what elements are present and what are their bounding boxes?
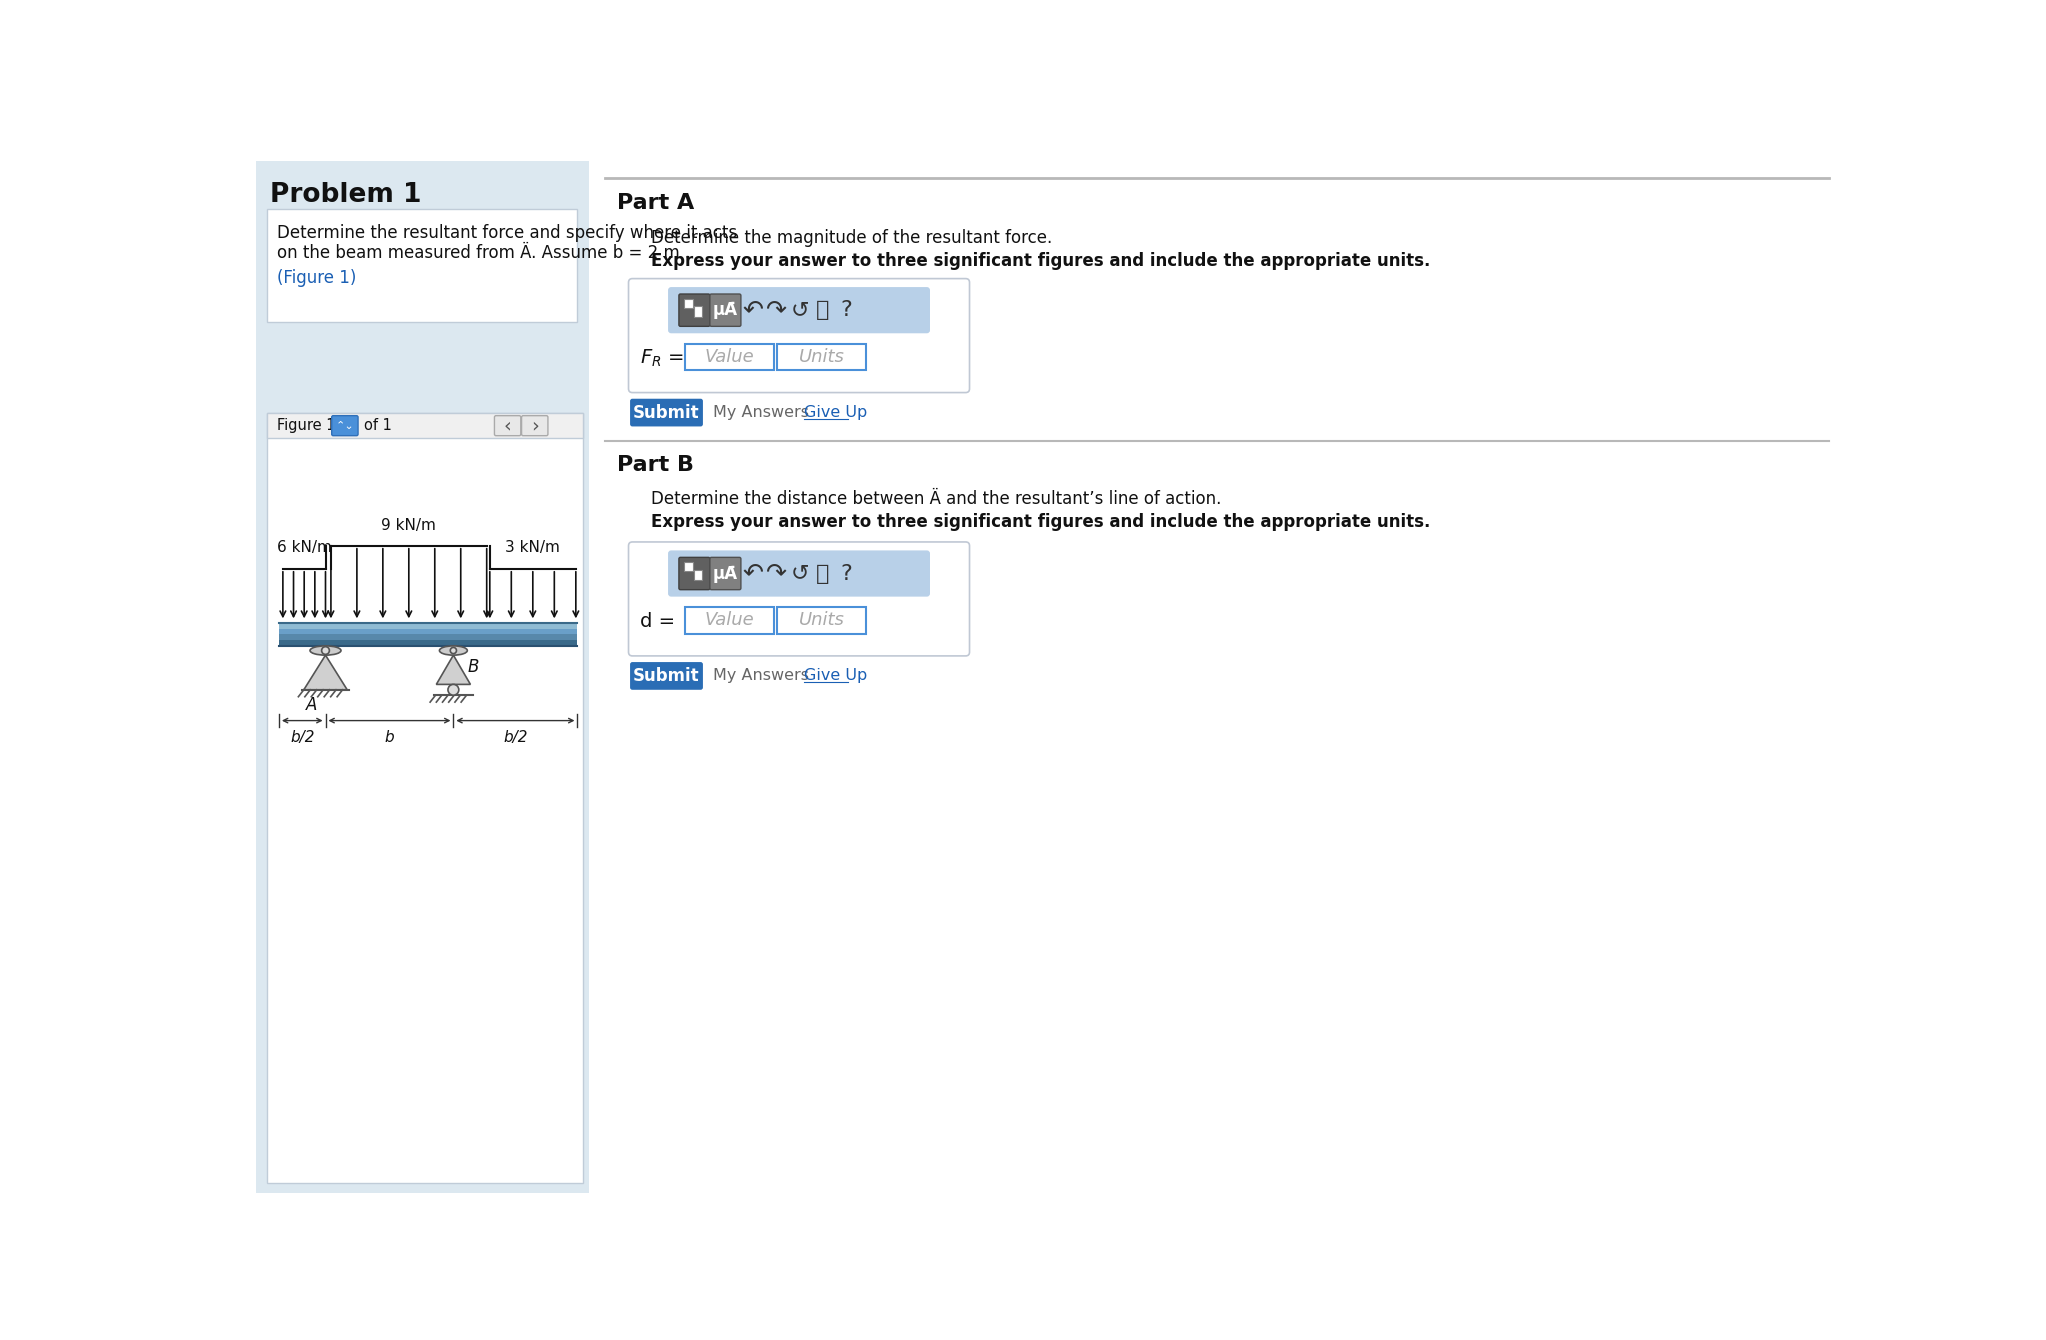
Text: d =: d = <box>640 612 675 631</box>
FancyBboxPatch shape <box>266 209 577 323</box>
Circle shape <box>448 685 458 695</box>
FancyBboxPatch shape <box>679 293 710 327</box>
Text: on the beam measured from Ä. Assume b = 2 m .: on the beam measured from Ä. Assume b = … <box>278 244 692 261</box>
FancyBboxPatch shape <box>710 293 741 327</box>
Text: Give Up: Give Up <box>804 405 868 419</box>
Text: Submit: Submit <box>632 403 700 422</box>
Text: ↶: ↶ <box>743 561 763 586</box>
Text: Determine the magnitude of the resultant force.: Determine the magnitude of the resultant… <box>651 229 1052 247</box>
Text: Units: Units <box>798 348 845 366</box>
Text: μȦ: μȦ <box>712 564 739 583</box>
FancyBboxPatch shape <box>630 399 704 426</box>
FancyBboxPatch shape <box>685 344 773 370</box>
Text: Part A: Part A <box>618 193 694 213</box>
FancyBboxPatch shape <box>710 557 741 590</box>
Ellipse shape <box>440 646 466 655</box>
Text: b: b <box>385 730 395 745</box>
Text: (Figure 1): (Figure 1) <box>278 268 356 287</box>
Text: Value: Value <box>704 611 755 630</box>
FancyBboxPatch shape <box>278 634 577 641</box>
Polygon shape <box>303 655 348 690</box>
Text: 9 kN/m: 9 kN/m <box>381 519 436 533</box>
FancyBboxPatch shape <box>683 299 694 308</box>
FancyBboxPatch shape <box>628 279 970 393</box>
FancyBboxPatch shape <box>669 287 931 334</box>
Text: 3 kN/m: 3 kN/m <box>505 540 561 555</box>
FancyBboxPatch shape <box>777 344 865 370</box>
Text: ‹: ‹ <box>503 417 512 436</box>
Polygon shape <box>436 655 471 685</box>
Text: b/2: b/2 <box>503 730 528 745</box>
Text: ↶: ↶ <box>743 299 763 322</box>
FancyBboxPatch shape <box>266 413 583 438</box>
Text: My Answers: My Answers <box>712 669 808 683</box>
FancyBboxPatch shape <box>628 541 970 655</box>
Text: Problem 1: Problem 1 <box>270 182 421 208</box>
Text: ↷: ↷ <box>765 299 788 322</box>
Text: Part B: Part B <box>618 456 694 474</box>
FancyBboxPatch shape <box>589 161 1841 1193</box>
Text: Give Up: Give Up <box>804 669 868 683</box>
Text: ⎙: ⎙ <box>816 564 831 583</box>
FancyBboxPatch shape <box>669 551 931 596</box>
Text: ⎙: ⎙ <box>816 300 831 320</box>
Text: 6 kN/m: 6 kN/m <box>276 540 331 555</box>
FancyBboxPatch shape <box>495 415 522 436</box>
Text: of 1: of 1 <box>364 418 393 433</box>
FancyBboxPatch shape <box>266 413 583 1183</box>
FancyBboxPatch shape <box>679 557 710 590</box>
Circle shape <box>450 647 456 654</box>
FancyBboxPatch shape <box>278 623 577 628</box>
Text: b/2: b/2 <box>291 730 315 745</box>
Text: My Answers: My Answers <box>712 405 808 419</box>
FancyBboxPatch shape <box>256 161 589 1193</box>
Text: μȦ: μȦ <box>712 302 739 319</box>
Text: Express your answer to three significant figures and include the appropriate uni: Express your answer to three significant… <box>651 252 1430 269</box>
FancyBboxPatch shape <box>694 307 702 318</box>
FancyBboxPatch shape <box>685 607 773 634</box>
Text: Determine the distance between Ä and the resultant’s line of action.: Determine the distance between Ä and the… <box>651 490 1221 508</box>
Text: ↷: ↷ <box>765 561 788 586</box>
Text: ?: ? <box>841 300 853 320</box>
FancyBboxPatch shape <box>278 628 577 634</box>
Text: Value: Value <box>704 348 755 366</box>
Ellipse shape <box>311 646 342 655</box>
Text: ?: ? <box>841 564 853 583</box>
Text: A: A <box>305 695 317 714</box>
Text: Figure 1: Figure 1 <box>278 418 336 433</box>
FancyBboxPatch shape <box>683 561 694 571</box>
Text: ›: › <box>530 417 538 436</box>
FancyBboxPatch shape <box>522 415 548 436</box>
Text: Submit: Submit <box>632 667 700 685</box>
FancyBboxPatch shape <box>630 662 704 690</box>
Text: ↺: ↺ <box>790 300 808 320</box>
FancyBboxPatch shape <box>331 415 358 436</box>
Text: $F_R$ =: $F_R$ = <box>640 347 683 368</box>
FancyBboxPatch shape <box>278 641 577 646</box>
Circle shape <box>321 647 329 654</box>
Text: ⌃⌄: ⌃⌄ <box>336 421 354 430</box>
Text: ↺: ↺ <box>790 564 808 583</box>
FancyBboxPatch shape <box>694 570 702 580</box>
Text: Determine the resultant force and specify where it acts: Determine the resultant force and specif… <box>278 224 737 243</box>
Text: Express your answer to three significant figures and include the appropriate uni: Express your answer to three significant… <box>651 513 1430 532</box>
FancyBboxPatch shape <box>777 607 865 634</box>
Text: B: B <box>466 658 479 677</box>
Text: Units: Units <box>798 611 845 630</box>
